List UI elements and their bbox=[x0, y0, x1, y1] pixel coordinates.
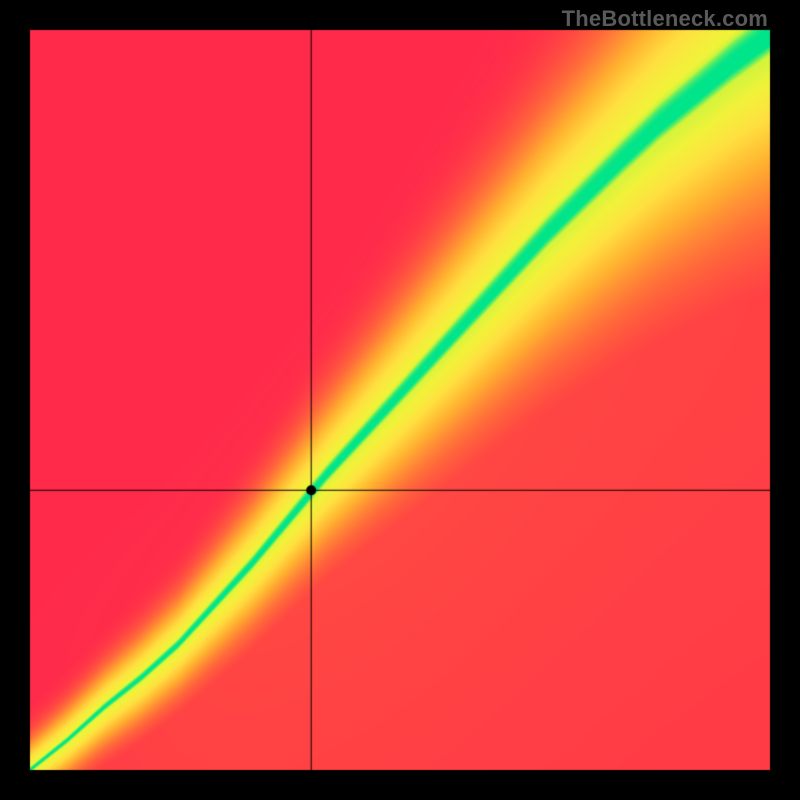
chart-container: TheBottleneck.com bbox=[0, 0, 800, 800]
watermark-text: TheBottleneck.com bbox=[562, 6, 768, 32]
heatmap-canvas bbox=[0, 0, 800, 800]
